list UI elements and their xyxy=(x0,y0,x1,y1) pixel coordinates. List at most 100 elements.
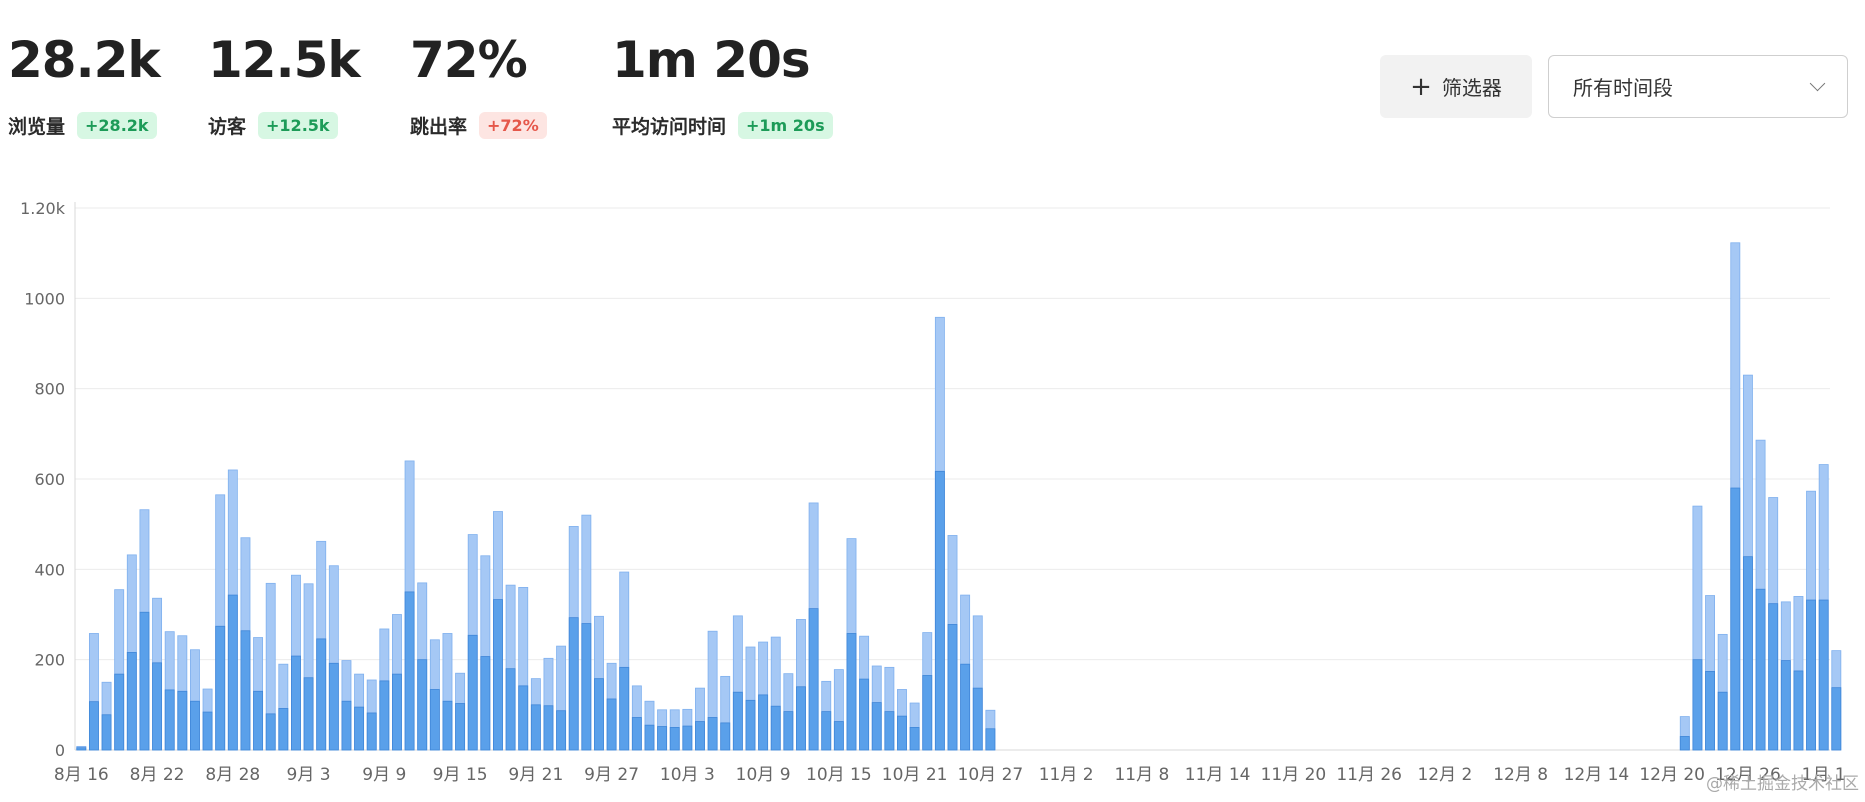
bar-visitors xyxy=(530,704,541,751)
x-tick-label: 12月 2 xyxy=(1417,765,1472,785)
bar-visitors xyxy=(1831,687,1842,751)
x-tick-label: 11月 2 xyxy=(1039,765,1094,785)
bar-visitors xyxy=(1818,599,1829,751)
stat-pageviews: 28.2k 浏览量 +28.2k xyxy=(8,30,161,139)
bar-visitors xyxy=(278,708,289,751)
y-tick-label: 0 xyxy=(55,741,65,760)
bar-visitors xyxy=(505,668,516,751)
bar-visitors xyxy=(88,701,99,751)
bar-visitors xyxy=(1793,670,1804,751)
stat-change-badge: +28.2k xyxy=(77,112,157,139)
bar-visitors xyxy=(909,727,920,751)
y-tick-label: 600 xyxy=(34,470,65,489)
bar-visitors xyxy=(960,663,971,751)
bar-visitors xyxy=(783,711,794,751)
bar-visitors xyxy=(215,625,226,751)
x-tick-label: 11月 20 xyxy=(1261,765,1327,785)
bar-visitors xyxy=(1692,659,1703,751)
add-filter-button[interactable]: + 筛选器 xyxy=(1380,55,1532,118)
bar-visitors xyxy=(1679,736,1690,751)
bar-visitors xyxy=(152,662,163,751)
bar-visitors xyxy=(720,722,731,751)
bar-visitors xyxy=(972,687,983,751)
x-tick-label: 9月 9 xyxy=(362,765,406,785)
bar-visitors xyxy=(897,715,907,751)
x-tick-label: 10月 15 xyxy=(806,765,872,785)
bar-visitors xyxy=(796,686,806,751)
time-period-select[interactable]: 所有时间段 xyxy=(1548,55,1848,118)
bar-visitors xyxy=(354,706,365,751)
bar-visitors xyxy=(732,691,743,751)
bar-visitors xyxy=(101,714,112,751)
bar-visitors xyxy=(404,591,415,751)
bar-visitors xyxy=(758,694,769,751)
stat-change-badge: +12.5k xyxy=(258,112,338,139)
bar-visitors xyxy=(745,699,756,751)
bar-visitors xyxy=(114,673,125,751)
bar-visitors xyxy=(1755,588,1766,751)
x-tick-label: 9月 27 xyxy=(584,765,639,785)
x-tick-label: 12月 26 xyxy=(1715,765,1781,785)
bar-visitors xyxy=(1742,556,1753,751)
bar-visitors xyxy=(366,712,377,751)
stat-bounce-rate: 72% 跳出率 +72% xyxy=(410,30,547,139)
y-tick-label: 1.20k xyxy=(20,199,66,218)
bar-visitors xyxy=(227,594,238,751)
bar-visitors xyxy=(619,666,630,751)
bar-visitors xyxy=(316,638,327,751)
stat-label: 访客 xyxy=(208,116,247,138)
bar-visitors xyxy=(480,656,491,751)
bar-visitors xyxy=(190,700,200,751)
bar-visitors xyxy=(833,721,844,751)
x-tick-label: 10月 3 xyxy=(660,765,715,785)
stat-value: 1m 20s xyxy=(612,31,811,89)
time-period-value: 所有时间段 xyxy=(1573,76,1673,100)
watermark: @稀土掘金技术社区 xyxy=(1706,774,1859,794)
bar-visitors xyxy=(240,630,251,751)
bar-visitors xyxy=(947,624,958,751)
bar-visitors xyxy=(455,703,466,751)
bar-visitors xyxy=(379,680,390,751)
bar-visitors xyxy=(417,659,428,751)
stat-value: 72% xyxy=(410,31,528,89)
stat-label: 平均访问时间 xyxy=(612,116,727,138)
bar-visitors xyxy=(177,690,188,751)
bar-visitors xyxy=(392,673,402,751)
x-tick-label: 10月 27 xyxy=(958,765,1024,785)
bar-visitors xyxy=(594,678,604,751)
filter-button-label: 筛选器 xyxy=(1441,76,1502,100)
bar-visitors xyxy=(126,652,137,751)
bar-visitors xyxy=(442,700,453,751)
bar-visitors xyxy=(253,690,264,751)
y-tick-label: 200 xyxy=(34,651,65,670)
x-tick-label: 8月 16 xyxy=(54,765,109,785)
stat-change-badge: +72% xyxy=(479,112,547,139)
bar-visitors xyxy=(934,470,945,751)
bar-visitors xyxy=(303,677,314,751)
bar-visitors xyxy=(821,711,832,751)
bar-visitors xyxy=(164,689,175,751)
bar-visitors xyxy=(770,705,781,751)
x-tick-label: 10月 9 xyxy=(736,765,791,785)
x-tick-label: 12月 20 xyxy=(1639,765,1705,785)
bar-visitors xyxy=(1730,487,1741,751)
x-tick-label: 9月 21 xyxy=(508,765,563,785)
x-tick-label: 9月 15 xyxy=(433,765,488,785)
y-tick-label: 1000 xyxy=(24,289,65,308)
bar-visitors xyxy=(76,747,87,751)
x-tick-label: 9月 3 xyxy=(287,765,331,785)
x-tick-label: 8月 22 xyxy=(130,765,185,785)
bar-visitors xyxy=(467,634,478,751)
bar-visitors xyxy=(631,717,642,751)
plus-icon: + xyxy=(1410,71,1432,102)
bar-visitors xyxy=(644,724,655,751)
x-tick-label: 11月 14 xyxy=(1185,765,1251,785)
x-tick-label: 11月 8 xyxy=(1114,765,1169,785)
bar-visitors xyxy=(493,599,503,751)
bar-visitors xyxy=(328,662,339,751)
stat-label: 浏览量 xyxy=(8,116,66,138)
chevron-down-icon xyxy=(1809,75,1826,92)
pageviews-bar-chart: 0 200 400 600 800 1000 1.20k 8月 16 8月 22 8月 28 9月 … xyxy=(20,199,1846,785)
bar-visitors xyxy=(543,705,554,751)
x-tick-label: 1月 1 xyxy=(1802,765,1846,785)
